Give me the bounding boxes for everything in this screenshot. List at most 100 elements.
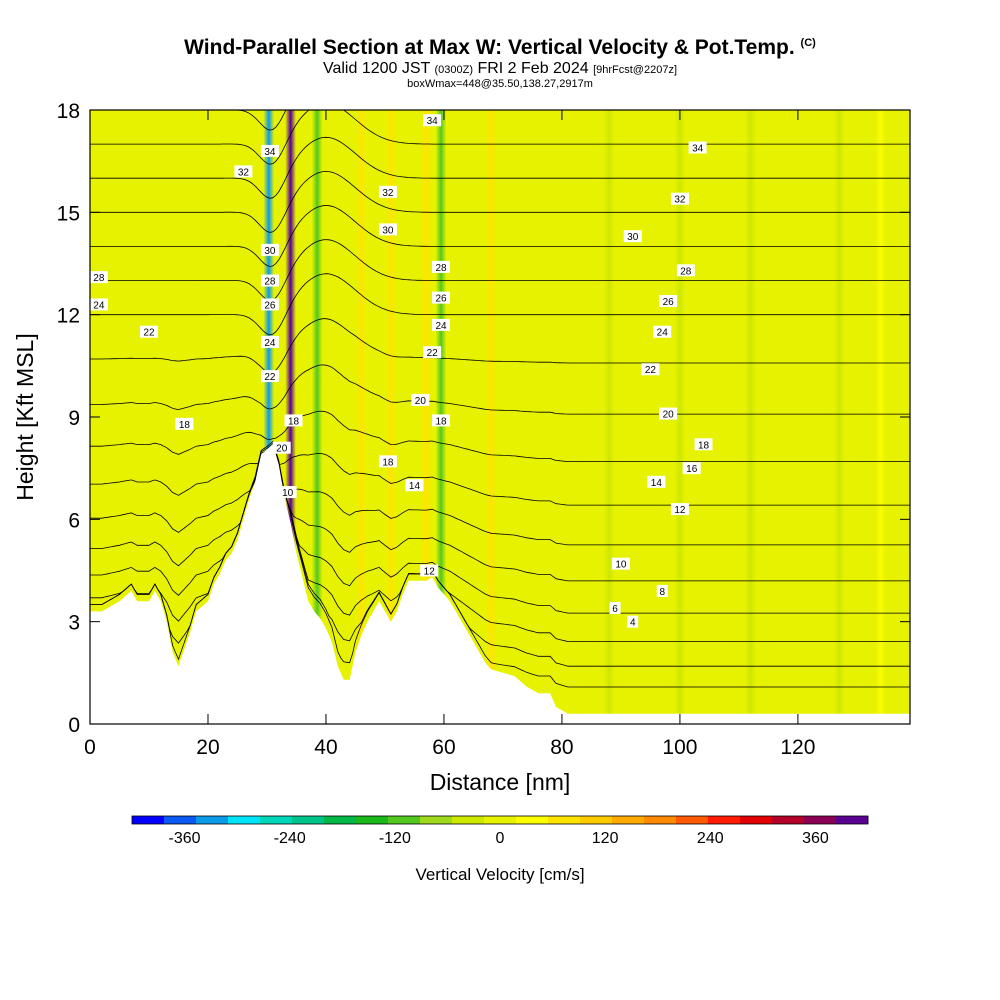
x-tick-label: 0 bbox=[84, 736, 96, 759]
isentrope-line bbox=[90, 110, 910, 165]
contour-label-text: 10 bbox=[282, 488, 294, 499]
contour-label-bg bbox=[423, 346, 442, 359]
contour-label-text: 20 bbox=[276, 444, 288, 455]
colorbar-swatch bbox=[324, 816, 357, 824]
contour-label-text: 26 bbox=[264, 300, 276, 311]
contour-label-text: 12 bbox=[674, 505, 686, 516]
colorbar-swatch bbox=[196, 816, 229, 824]
contour-label: 30 bbox=[378, 223, 397, 236]
contour-label-bg bbox=[688, 141, 707, 154]
contour-label-bg bbox=[641, 363, 660, 376]
contour-label-bg bbox=[647, 475, 666, 488]
y-tick-label: 18 bbox=[57, 100, 80, 123]
contour-label-bg bbox=[659, 407, 678, 420]
contour-labels: 34 34 34 32 32 32 30 30 30 28 28 28 28 26 26 26 24 24 24 24… bbox=[90, 114, 713, 629]
contour-label-bg bbox=[139, 325, 158, 338]
contour-label-bg bbox=[260, 144, 279, 157]
contour-label: 14 bbox=[647, 475, 666, 489]
x-axis-label: Distance [nm] bbox=[430, 769, 571, 795]
contour-label-text: 6 bbox=[612, 604, 618, 615]
contour-label: 28 bbox=[90, 271, 108, 284]
contour-label-bg bbox=[260, 243, 279, 256]
contour-label-text: 10 bbox=[615, 560, 627, 571]
contour-label: 24 bbox=[90, 298, 108, 311]
isentrope-line bbox=[90, 364, 910, 415]
contour-label: 30 bbox=[623, 230, 642, 243]
contour-label: 14 bbox=[405, 479, 424, 492]
contour-label: 16 bbox=[682, 462, 701, 475]
y-axis-label: Height [Kft MSL] bbox=[12, 333, 38, 500]
colorbar-swatch bbox=[452, 816, 485, 824]
contour-label: 18 bbox=[284, 414, 303, 427]
contour-label: 24 bbox=[260, 335, 279, 349]
contour-label-text: 26 bbox=[663, 297, 675, 308]
colorbar-swatch bbox=[612, 816, 645, 824]
chart-subtitle: Valid 1200 JST (0300Z) FRI 2 Feb 2024 [9… bbox=[322, 60, 678, 77]
contour-label-bg bbox=[423, 114, 442, 127]
y-tick-label: 6 bbox=[68, 509, 80, 532]
contour-label-text: 22 bbox=[143, 328, 155, 339]
x-tick-label: 20 bbox=[196, 736, 219, 759]
colorbar-swatch bbox=[836, 816, 869, 824]
contour-label: 18 bbox=[694, 438, 713, 451]
contour-label: 12 bbox=[670, 503, 689, 516]
contour-label: 22 bbox=[260, 370, 279, 383]
contour-label-text: 18 bbox=[698, 440, 710, 451]
contour-label-text: 28 bbox=[435, 263, 447, 274]
isentrope-line bbox=[90, 452, 910, 506]
contour-label: 30 bbox=[260, 243, 279, 257]
contour-label-bg bbox=[90, 271, 108, 284]
contour-label: 22 bbox=[423, 346, 442, 359]
contour-label-bg bbox=[676, 264, 695, 277]
contour-label: 8 bbox=[656, 584, 668, 598]
contour-label-bg bbox=[234, 165, 253, 178]
colorbar-tick-label: -240 bbox=[274, 830, 306, 847]
contour-label-text: 30 bbox=[382, 225, 394, 236]
contour-label-bg bbox=[260, 274, 279, 287]
contour-label-text: 34 bbox=[427, 116, 439, 127]
contour-label: 18 bbox=[175, 417, 194, 431]
isentrope-line bbox=[90, 170, 910, 233]
contour-label-text: 24 bbox=[435, 321, 447, 332]
y-tick-label: 15 bbox=[57, 202, 80, 225]
contour-label: 26 bbox=[432, 291, 451, 305]
contour-label-text: 32 bbox=[382, 188, 394, 199]
colorbar-swatch bbox=[420, 816, 453, 824]
contour-label-bg bbox=[653, 325, 672, 338]
isentrope-line bbox=[90, 205, 910, 267]
contour-label-text: 32 bbox=[238, 167, 250, 178]
contour-label: 28 bbox=[676, 264, 695, 277]
contour-label-text: 30 bbox=[264, 246, 276, 257]
contour-label: 4 bbox=[627, 615, 639, 629]
contour-label-text: 8 bbox=[659, 587, 665, 598]
contour-label: 28 bbox=[260, 274, 279, 288]
colorbar-swatch bbox=[676, 816, 709, 824]
contour-label-bg bbox=[175, 417, 194, 430]
colorbar-swatch bbox=[388, 816, 421, 824]
contour-label: 26 bbox=[260, 298, 279, 311]
contour-label-bg bbox=[260, 335, 279, 348]
contour-label-text: 4 bbox=[630, 618, 636, 629]
colorbar-swatch bbox=[804, 816, 837, 824]
contour-label-text: 14 bbox=[409, 481, 421, 492]
contour-label: 6 bbox=[609, 602, 621, 615]
contour-label: 32 bbox=[234, 165, 253, 178]
colorbar-tick-label: 0 bbox=[496, 830, 505, 847]
isentrope-line bbox=[90, 273, 910, 336]
contour-label: 34 bbox=[260, 144, 279, 158]
contour-label: 22 bbox=[641, 363, 660, 376]
contour-label-text: 18 bbox=[382, 457, 394, 468]
colorbar-swatch bbox=[228, 816, 261, 824]
contour-label-bg bbox=[378, 223, 397, 236]
isentrope-line bbox=[90, 239, 910, 302]
contour-label-bg bbox=[432, 318, 451, 331]
contour-label-bg bbox=[272, 441, 291, 454]
contour-label-bg bbox=[670, 503, 689, 516]
contour-label: 34 bbox=[688, 141, 707, 155]
contour-label: 10 bbox=[278, 486, 297, 499]
contour-label-bg bbox=[682, 462, 701, 475]
y-tick-label: 0 bbox=[68, 714, 80, 737]
colorbar-swatch bbox=[516, 816, 549, 824]
contour-label-text: 28 bbox=[93, 273, 105, 284]
